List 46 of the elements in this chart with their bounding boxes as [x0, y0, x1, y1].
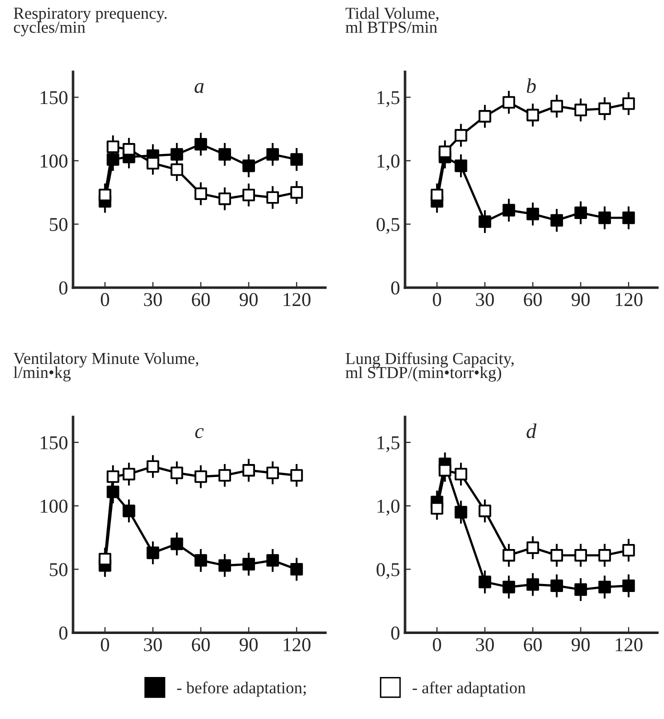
- legend-label: - before adaptation;: [177, 682, 306, 697]
- y-tick-label: 1,0: [378, 154, 400, 170]
- chart-title: Lung Diffusing Capacity, ml STDP/(min•torr•kg): [346, 352, 514, 382]
- x-tick-label: 0: [432, 293, 442, 306]
- x-tick-label: 120: [284, 638, 310, 652]
- y-tick-label: 0: [391, 626, 400, 640]
- x-tick-label: 60: [524, 293, 542, 306]
- chart-title: Tidal Volume, ml BTPS/min: [346, 7, 438, 33]
- y-tick-label: 1,0: [378, 500, 400, 516]
- x-tick-label: 60: [192, 638, 210, 652]
- x-tick-label: 90: [240, 293, 258, 306]
- x-tick-label: 30: [144, 293, 162, 306]
- x-tick-label: 0: [432, 638, 442, 652]
- y-tick-label: 100: [40, 500, 68, 513]
- x-tick-label: 60: [192, 293, 210, 306]
- chart-subtitle: d: [526, 423, 536, 438]
- x-tick-label: 0: [100, 293, 110, 306]
- chart-subtitle: c: [195, 428, 204, 438]
- chart-title: Respiratory prequency. cycles/min: [14, 8, 167, 36]
- x-tick-label: 30: [476, 293, 494, 306]
- x-tick-label: 90: [240, 638, 258, 652]
- y-tick-label: 0: [59, 626, 68, 640]
- x-tick-label: 120: [616, 638, 642, 652]
- legend-label: - after adaptation: [412, 682, 526, 697]
- x-tick-label: 0: [100, 638, 110, 652]
- x-tick-label: 90: [572, 638, 590, 652]
- y-tick-label: 0: [391, 281, 400, 295]
- x-tick-label: 120: [284, 293, 310, 306]
- y-tick-label: 150: [40, 436, 68, 450]
- x-tick-label: 30: [144, 638, 162, 652]
- y-tick-label: 1,5: [378, 91, 400, 108]
- x-tick-label: 30: [476, 638, 494, 652]
- y-tick-label: 0,5: [376, 563, 400, 580]
- x-tick-label: 120: [616, 293, 642, 306]
- y-tick-label: 50: [50, 218, 68, 232]
- y-tick-label: 100: [40, 154, 68, 168]
- y-tick-label: 0,5: [376, 218, 400, 234]
- y-tick-label: 1,5: [378, 436, 400, 452]
- y-tick-label: 0: [59, 281, 68, 295]
- y-tick-label: 50: [50, 563, 68, 576]
- y-tick-label: 150: [40, 91, 68, 104]
- x-tick-label: 90: [572, 293, 590, 306]
- x-tick-label: 60: [524, 638, 542, 652]
- chart-subtitle: b: [526, 78, 536, 94]
- chart-subtitle: a: [194, 83, 204, 94]
- chart-title: Ventilatory Minute Volume, l/min•kg: [13, 352, 198, 382]
